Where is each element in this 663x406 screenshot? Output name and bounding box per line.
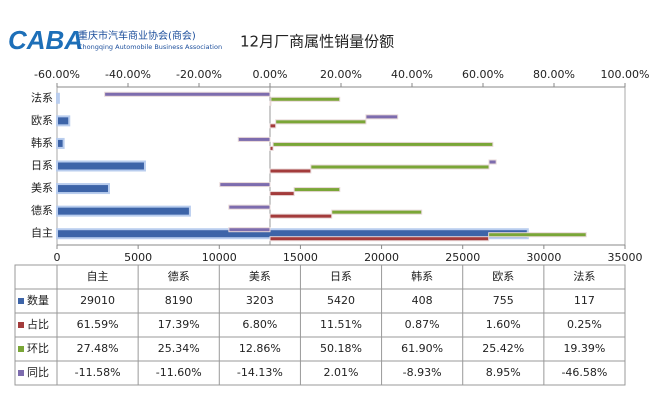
table-cell: 408 (412, 294, 433, 307)
category-label: 日系 (31, 159, 53, 172)
bar (56, 137, 65, 149)
bar (269, 123, 277, 129)
legend-label: 同比 (27, 366, 49, 379)
org-name: 重庆市汽车商业协会(商会) (78, 29, 196, 42)
table-cell: 11.51% (320, 318, 362, 331)
table-cell: 25.42% (482, 342, 524, 355)
table-cell: 5420 (327, 294, 355, 307)
x-tick-label: 10000 (202, 251, 237, 264)
bar (269, 213, 333, 219)
bar (56, 92, 60, 104)
category-label: 韩系 (31, 135, 53, 149)
table-cell: -11.58% (75, 366, 121, 379)
bar (275, 119, 367, 125)
category-label: 德系 (31, 203, 53, 217)
bar (56, 183, 110, 195)
table-cell: 117 (574, 294, 595, 307)
logo: CABA (8, 25, 83, 55)
bar (237, 136, 271, 142)
table-header: 德系 (168, 269, 190, 283)
x-tick-label: 5000 (124, 251, 152, 264)
bar (310, 164, 490, 170)
x2-tick-label: 0.00% (253, 68, 288, 81)
bar (56, 115, 71, 127)
bar (56, 205, 191, 217)
bar (269, 168, 312, 174)
bar (293, 187, 341, 193)
table-cell: 0.25% (567, 318, 602, 331)
table-cell: 61.90% (401, 342, 443, 355)
x-tick-label: 15000 (283, 251, 318, 264)
legend-key (18, 370, 24, 376)
x-tick-label: 25000 (445, 251, 480, 264)
table-cell: 19.39% (563, 342, 605, 355)
table-cell: 2.01% (324, 366, 359, 379)
table-header: 美系 (249, 270, 271, 283)
table-cell: 50.18% (320, 342, 362, 355)
category-label: 法系 (31, 90, 53, 104)
legend-key (18, 322, 24, 328)
table-header: 自主 (87, 270, 109, 283)
table-cell: 1.60% (486, 318, 521, 331)
table-cell: 27.48% (77, 342, 119, 355)
category-label: 自主 (31, 227, 53, 240)
bar (104, 91, 271, 97)
x-tick-label: 30000 (526, 251, 561, 264)
x2-tick-label: 60.00% (462, 68, 504, 81)
table-cell: -46.58% (561, 366, 607, 379)
table-cell: 3203 (246, 294, 274, 307)
x2-tick-label: -20.00% (176, 68, 222, 81)
table-cell: 25.34% (158, 342, 200, 355)
bar (269, 145, 274, 151)
x2-tick-label: 40.00% (391, 68, 433, 81)
table-cell: -8.93% (403, 366, 442, 379)
table-cell: -14.13% (237, 366, 283, 379)
table-header: 欧系 (492, 270, 514, 283)
legend-label: 占比 (27, 317, 49, 331)
bar (228, 227, 271, 233)
category-label: 美系 (31, 182, 53, 195)
legend-label: 环比 (27, 342, 49, 355)
legend-key (18, 298, 24, 304)
bar (269, 100, 272, 106)
x2-tick-label: 80.00% (533, 68, 575, 81)
table-header: 法系 (573, 269, 595, 283)
table-cell: 61.59% (77, 318, 119, 331)
table-cell: -11.60% (156, 366, 202, 379)
x-tick-label: 0 (54, 251, 61, 264)
x2-tick-label: -60.00% (34, 68, 80, 81)
table-cell: 8.95% (486, 366, 521, 379)
category-label: 欧系 (31, 114, 53, 127)
legend-label: 数量 (27, 294, 49, 307)
x-tick-label: 35000 (608, 251, 643, 264)
bar (269, 191, 295, 197)
x2-tick-label: 20.00% (320, 68, 362, 81)
x-tick-label: 20000 (364, 251, 399, 264)
bar (331, 209, 423, 215)
table-cell: 6.80% (242, 318, 277, 331)
table-cell: 0.87% (405, 318, 440, 331)
bar (219, 182, 271, 188)
table-cell: 29010 (80, 294, 115, 307)
table-header: 韩系 (411, 269, 433, 283)
table-cell: 12.86% (239, 342, 281, 355)
x2-tick-label: 100.00% (601, 68, 650, 81)
table-cell: 17.39% (158, 318, 200, 331)
bar (365, 114, 399, 120)
bar (269, 236, 490, 242)
table-cell: 8190 (165, 294, 193, 307)
legend-key (18, 346, 24, 352)
table-header: 日系 (330, 270, 352, 283)
bar (272, 141, 494, 147)
bar (488, 232, 587, 238)
bar (270, 96, 341, 102)
x2-tick-label: -40.00% (105, 68, 151, 81)
table-cell: 755 (493, 294, 514, 307)
bar (228, 204, 271, 210)
bar (488, 159, 497, 165)
bar (56, 160, 146, 172)
org-name-en: Chongqing Automobile Business Associatio… (78, 43, 222, 51)
chart-title: 12月厂商属性销量份额 (240, 33, 394, 51)
